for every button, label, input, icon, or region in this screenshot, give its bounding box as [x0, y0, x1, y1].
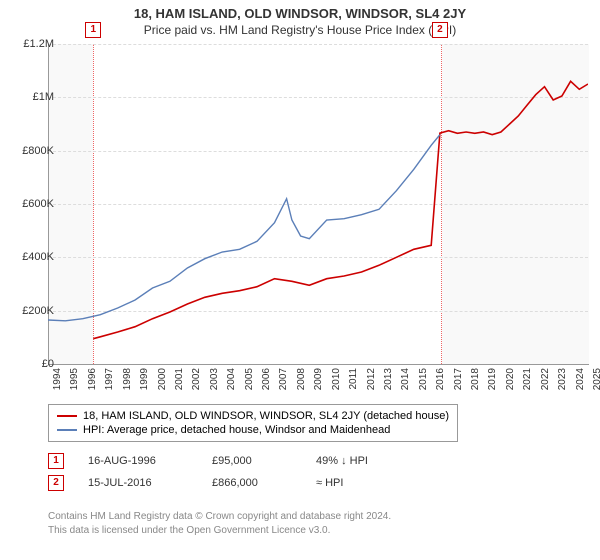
event-date: 15-JUL-2016 [88, 477, 188, 489]
event-date: 16-AUG-1996 [88, 455, 188, 467]
xtick-label: 2014 [400, 368, 411, 398]
xtick-label: 2016 [435, 368, 446, 398]
legend: 18, HAM ISLAND, OLD WINDSOR, WINDSOR, SL… [48, 404, 458, 442]
xtick-label: 2007 [278, 368, 289, 398]
event-relation: ≈ HPI [316, 477, 416, 489]
ytick-label: £600K [12, 198, 54, 210]
event-price: £95,000 [212, 455, 292, 467]
event-row: 2 15-JUL-2016 £866,000 ≈ HPI [48, 472, 416, 494]
xtick-label: 2012 [366, 368, 377, 398]
legend-item-property: 18, HAM ISLAND, OLD WINDSOR, WINDSOR, SL… [57, 409, 449, 423]
xtick-label: 2025 [592, 368, 600, 398]
footer-attribution: Contains HM Land Registry data © Crown c… [48, 510, 391, 538]
xtick-label: 1997 [104, 368, 115, 398]
xtick-label: 2008 [296, 368, 307, 398]
xtick-label: 1996 [87, 368, 98, 398]
xtick-label: 2022 [540, 368, 551, 398]
legend-label: HPI: Average price, detached house, Wind… [83, 424, 390, 436]
ytick-label: £800K [12, 145, 54, 157]
legend-swatch [57, 429, 77, 431]
footer-line: This data is licensed under the Open Gov… [48, 524, 391, 538]
ytick-label: £400K [12, 251, 54, 263]
legend-item-hpi: HPI: Average price, detached house, Wind… [57, 423, 449, 437]
xtick-label: 2005 [244, 368, 255, 398]
event-marker-icon: 1 [48, 453, 64, 469]
ytick-label: £0 [12, 358, 54, 370]
events-table: 1 16-AUG-1996 £95,000 49% ↓ HPI 2 15-JUL… [48, 450, 416, 494]
event-marker-icon: 2 [48, 475, 64, 491]
series-line-hpi [48, 135, 440, 321]
ytick-label: £1.2M [12, 38, 54, 50]
chart-plot: 12 [48, 44, 588, 364]
xtick-label: 2020 [505, 368, 516, 398]
xtick-label: 2004 [226, 368, 237, 398]
xtick-label: 2009 [313, 368, 324, 398]
xtick-label: 2001 [174, 368, 185, 398]
xtick-label: 1998 [122, 368, 133, 398]
xtick-label: 2019 [487, 368, 498, 398]
xtick-label: 2011 [348, 368, 359, 398]
xtick-label: 2010 [331, 368, 342, 398]
xtick-label: 2017 [453, 368, 464, 398]
chart-title: 18, HAM ISLAND, OLD WINDSOR, WINDSOR, SL… [0, 0, 600, 21]
ytick-label: £1M [12, 91, 54, 103]
footer-line: Contains HM Land Registry data © Crown c… [48, 510, 391, 524]
event-row: 1 16-AUG-1996 £95,000 49% ↓ HPI [48, 450, 416, 472]
xtick-label: 1994 [52, 368, 63, 398]
xtick-label: 2003 [209, 368, 220, 398]
line-series-svg [48, 44, 588, 364]
xtick-label: 2015 [418, 368, 429, 398]
chart-marker: 1 [85, 22, 101, 38]
legend-label: 18, HAM ISLAND, OLD WINDSOR, WINDSOR, SL… [83, 410, 449, 422]
chart-marker: 2 [432, 22, 448, 38]
xtick-label: 1999 [139, 368, 150, 398]
event-price: £866,000 [212, 477, 292, 489]
xtick-label: 2024 [575, 368, 586, 398]
xtick-label: 2018 [470, 368, 481, 398]
ytick-label: £200K [12, 305, 54, 317]
xtick-label: 2013 [383, 368, 394, 398]
xtick-label: 2021 [522, 368, 533, 398]
series-line-property [93, 81, 588, 338]
xtick-label: 2023 [557, 368, 568, 398]
event-relation: 49% ↓ HPI [316, 455, 416, 467]
xtick-label: 1995 [69, 368, 80, 398]
xtick-label: 2002 [191, 368, 202, 398]
xtick-label: 2006 [261, 368, 272, 398]
xtick-label: 2000 [157, 368, 168, 398]
legend-swatch [57, 415, 77, 417]
